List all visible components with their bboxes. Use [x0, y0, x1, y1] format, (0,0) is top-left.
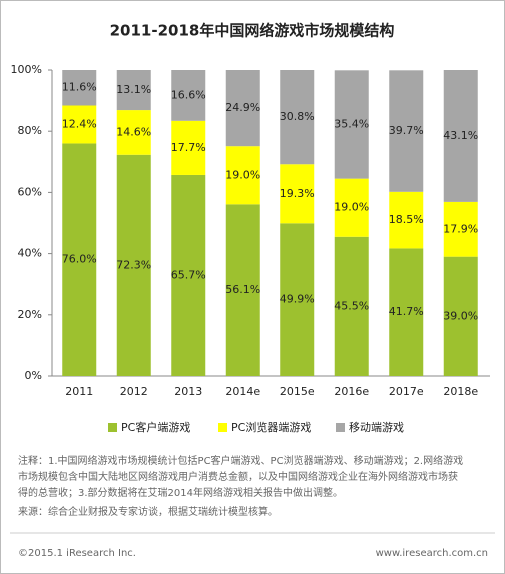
x-tick-label: 2018e	[443, 385, 478, 398]
copyright: ©2015.1 iResearch Inc.	[18, 548, 136, 559]
data-label: 16.6%	[171, 88, 206, 101]
data-label: 30.8%	[280, 110, 315, 123]
data-label: 35.4%	[334, 117, 369, 130]
legend-label: 移动端游戏	[349, 421, 404, 434]
bar-segment	[62, 143, 97, 376]
legend-swatch	[336, 423, 345, 432]
bar-segment	[280, 164, 315, 224]
data-label: 49.9%	[280, 293, 315, 306]
data-label: 43.1%	[443, 129, 478, 142]
bar-segment	[389, 70, 424, 192]
y-tick-label: 40%	[18, 247, 42, 260]
data-label: 65.7%	[171, 268, 206, 281]
bar-segment	[334, 236, 369, 376]
bar-segment	[116, 70, 151, 111]
bar-segment	[443, 70, 478, 202]
legend-label: PC客户端游戏	[121, 420, 190, 434]
y-tick-label: 0%	[25, 369, 42, 382]
bar-segment	[116, 110, 151, 155]
y-tick-label: 100%	[11, 63, 42, 76]
data-label: 19.0%	[225, 168, 260, 181]
bar-segment	[171, 70, 206, 121]
legend-label: PC浏览器端游戏	[231, 420, 311, 434]
data-label: 12.4%	[62, 117, 97, 130]
data-label: 39.7%	[389, 124, 424, 137]
x-tick-label: 2014e	[225, 385, 260, 398]
data-label: 56.1%	[225, 283, 260, 296]
website: www.iresearch.com.cn	[376, 548, 488, 559]
legend-swatch	[108, 423, 117, 432]
note-line: 市场规模包含中国大陆地区网络游戏用户消费总金额，以及中国网络游戏企业在海外网络游…	[18, 470, 458, 483]
x-tick-label: 2015e	[280, 385, 315, 398]
bar-segment	[171, 174, 206, 376]
source: 来源：综合企业财报及专家访谈，根据艾瑞统计模型核算。	[18, 505, 278, 518]
data-label: 18.5%	[389, 213, 424, 226]
bar-segment	[171, 120, 206, 175]
data-label: 76.0%	[62, 253, 97, 266]
bar-segment	[334, 178, 369, 237]
bar-segment	[225, 146, 260, 205]
data-label: 41.7%	[389, 305, 424, 318]
data-label: 24.9%	[225, 101, 260, 114]
chart-title: 2011-2018年中国网络游戏市场规模结构	[110, 22, 395, 40]
x-tick-label: 2011	[65, 385, 93, 398]
bar-segment	[443, 201, 478, 257]
data-label: 45.5%	[334, 299, 369, 312]
note-line: 得的总营收；3.部分数据将在艾瑞2014年网络游戏相关报告中做出调整。	[18, 486, 343, 499]
y-tick-label: 80%	[18, 124, 42, 137]
x-tick-label: 2012	[120, 385, 148, 398]
x-tick-label: 2016e	[334, 385, 369, 398]
bar-segment	[389, 248, 424, 376]
x-tick-label: 2017e	[389, 385, 424, 398]
bar-segment	[389, 191, 424, 249]
data-label: 14.6%	[116, 125, 151, 138]
data-label: 17.9%	[443, 222, 478, 235]
bar-segment	[225, 204, 260, 376]
y-tick-label: 60%	[18, 185, 42, 198]
data-label: 17.7%	[171, 141, 206, 154]
data-label: 19.0%	[334, 201, 369, 214]
x-tick-label: 2013	[174, 385, 202, 398]
y-tick-label: 20%	[18, 308, 42, 321]
data-label: 19.3%	[280, 187, 315, 200]
bar-segment	[62, 105, 97, 144]
bar-segment	[334, 70, 369, 179]
bar-segment	[443, 256, 478, 376]
data-label: 11.6%	[62, 81, 97, 94]
bar-segment	[280, 70, 315, 165]
bar-segment	[280, 223, 315, 376]
bar-segment	[62, 70, 97, 106]
note-line: 注释：1.中国网络游戏市场规模统计包括PC客户端游戏、PC浏览器端游戏、移动端游…	[18, 454, 463, 467]
data-label: 72.3%	[116, 258, 151, 271]
data-label: 13.1%	[116, 83, 151, 96]
bar-segment	[116, 154, 151, 376]
legend-swatch	[218, 423, 227, 432]
data-label: 39.0%	[443, 309, 478, 322]
bar-segment	[225, 70, 260, 147]
